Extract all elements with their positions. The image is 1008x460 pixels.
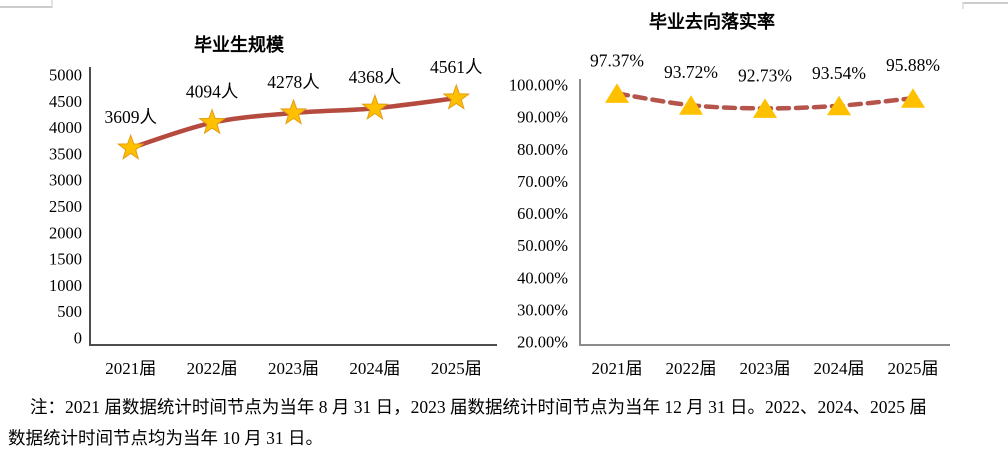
y-tick-label: 60.00%: [517, 204, 568, 223]
data-label: 4368人: [349, 67, 402, 87]
data-label: 93.54%: [812, 63, 866, 83]
data-label: 95.88%: [886, 55, 940, 75]
y-tick-label: 20.00%: [517, 333, 568, 352]
y-tick-label: 1000: [49, 276, 82, 295]
y-tick-label: 3000: [49, 171, 82, 190]
crop-artifact-top-right: [962, 2, 1008, 9]
x-tick-label: 2022届: [187, 359, 238, 378]
charts-canvas: 5000450040003500300025002000150010005000…: [49, 50, 950, 378]
y-tick-label: 1500: [49, 250, 82, 269]
star-marker: [279, 98, 308, 125]
x-tick-label: 2022届: [666, 359, 717, 378]
triangle-marker: [679, 95, 703, 115]
y-tick-label: 30.00%: [517, 300, 568, 319]
x-tick-label: 2025届: [888, 359, 939, 378]
footnote: 注：2021 届数据统计时间节点为当年 8 月 31 日，2023 届数据统计时…: [8, 392, 1002, 454]
data-label: 93.72%: [664, 62, 718, 82]
y-tick-label: 4000: [49, 118, 82, 137]
star-marker: [198, 108, 226, 135]
x-tick-label: 2024届: [814, 359, 865, 378]
footnote-line-2: 数据统计时间节点均为当年 10 月 31 日。: [8, 428, 323, 448]
crop-artifact-top-left: [0, 0, 53, 8]
x-tick-label: 2021届: [592, 359, 643, 378]
x-tick-label: 2023届: [268, 359, 319, 378]
star-marker: [116, 133, 145, 160]
x-tick-label: 2024届: [349, 359, 400, 378]
y-tick-label: 90.00%: [517, 108, 568, 127]
data-label: 92.73%: [738, 65, 792, 85]
y-tick-label: 0: [74, 329, 82, 348]
data-label: 97.37%: [590, 50, 644, 70]
triangle-marker: [827, 95, 851, 116]
y-tick-label: 500: [57, 302, 82, 321]
y-tick-label: 100.00%: [509, 76, 568, 95]
data-label: 3609人: [104, 107, 157, 127]
x-tick-label: 2025届: [431, 359, 482, 378]
data-label: 4278人: [267, 72, 320, 92]
star-marker: [361, 93, 389, 121]
footnote-line-1: 注：2021 届数据统计时间节点为当年 8 月 31 日，2023 届数据统计时…: [30, 397, 927, 417]
triangle-marker: [753, 98, 777, 118]
x-tick-label: 2023届: [740, 359, 791, 378]
x-tick-label: 2021届: [105, 359, 156, 378]
y-tick-label: 4500: [49, 92, 82, 111]
data-label: 4561人: [430, 57, 483, 77]
chart-title-graduate-scale: 毕业生规模: [194, 35, 284, 55]
chart-title-employment-rate: 毕业去向落实率: [649, 12, 775, 32]
triangle-marker: [605, 83, 629, 103]
data-label: 4094人: [186, 82, 239, 102]
y-tick-label: 80.00%: [517, 140, 568, 159]
triangle-marker: [901, 88, 925, 108]
y-tick-label: 5000: [49, 66, 82, 85]
y-tick-label: 70.00%: [517, 172, 568, 191]
y-tick-label: 2500: [49, 197, 82, 216]
y-tick-label: 40.00%: [517, 268, 568, 287]
y-tick-label: 3500: [49, 144, 82, 163]
y-tick-label: 2000: [49, 223, 82, 242]
star-marker: [442, 83, 471, 110]
y-tick-label: 50.00%: [517, 236, 568, 255]
